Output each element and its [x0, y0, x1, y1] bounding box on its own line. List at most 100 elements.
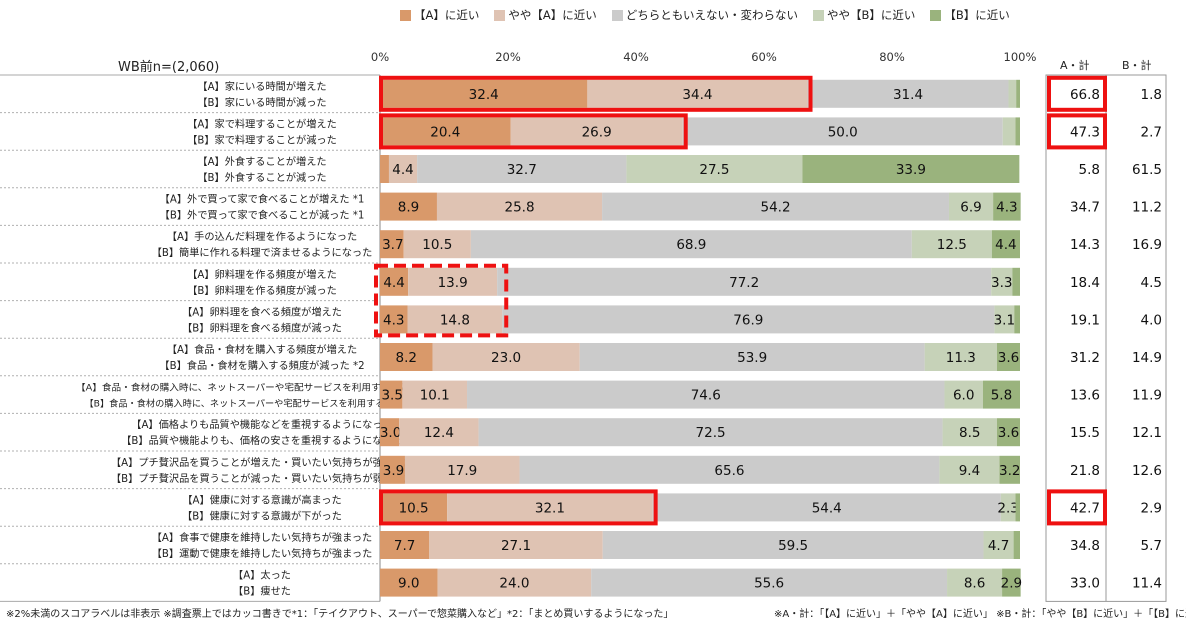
bar-segment — [1002, 117, 1016, 146]
row-label-b: 【B】痩せた — [233, 585, 291, 598]
bar-segment — [982, 380, 1020, 409]
bar-segment — [602, 531, 984, 559]
row-label-b: 【B】家で料理することが減った — [187, 133, 337, 146]
b-total-value: 11.9 — [1132, 388, 1162, 404]
row-label-a: 【A】卵料理を食べる頻度が増えた — [182, 305, 342, 318]
a-total-value: 15.5 — [1070, 425, 1100, 441]
highlight-total-box — [1047, 489, 1107, 526]
bar-segment — [437, 568, 592, 597]
row-label-b: 【B】品質や機能よりも、価格の安さを重視するようになった — [121, 434, 403, 447]
data-label: 4.4 — [995, 237, 1016, 253]
highlight-box — [379, 489, 658, 526]
row-label-b: 【B】プチ贅沢品を買うことが減った・買いたい気持ちが弱まった — [111, 472, 413, 485]
data-label: 26.9 — [582, 124, 612, 140]
data-label: 3.1 — [994, 312, 1015, 328]
data-label: 3.3 — [991, 275, 1012, 291]
highlight-total-box — [1047, 75, 1107, 112]
bar-segment — [942, 418, 997, 447]
row-label-a: 【A】家にいる時間が増えた — [197, 80, 326, 93]
bar-segment — [519, 455, 940, 484]
a-total-value: 66.8 — [1070, 87, 1100, 103]
row-label-a: 【A】外食することが増えた — [197, 155, 326, 168]
b-total-value: 11.2 — [1132, 200, 1162, 216]
b-total-value: 11.4 — [1132, 576, 1162, 592]
bar-segment — [682, 117, 1003, 146]
data-label: 59.5 — [778, 538, 808, 554]
bar-segment — [380, 531, 430, 559]
data-label: 11.3 — [946, 350, 976, 366]
data-label: 3.6 — [998, 350, 1019, 366]
row-label-b: 【B】食品・食材を購入する頻度が減った *2 — [159, 359, 364, 372]
row-label-a: 【A】外で買って家で食べることが増えた *1 — [160, 193, 365, 206]
bar-segment — [380, 267, 409, 296]
bar-segment — [994, 305, 1015, 334]
legend-swatch — [930, 9, 942, 21]
bar-segment — [380, 455, 405, 484]
bar-segment — [380, 418, 400, 447]
data-label: 3.7 — [382, 237, 403, 253]
footnote-right: ※A・計：「【A】に近い」＋「やや【A】に近い」 ※B・計：「やや【B】に近い」… — [774, 609, 1186, 620]
row-label-a: 【A】食事で健康を維持したい気持ちが強まった — [152, 531, 373, 544]
highlight-dashed-box — [374, 263, 509, 338]
data-label: 7.7 — [394, 538, 415, 554]
data-label: 20.4 — [430, 124, 460, 140]
a-total-value: 13.6 — [1070, 388, 1100, 404]
b-total-value: 4.0 — [1141, 312, 1162, 328]
legend-label: 【B】に近い — [944, 8, 1010, 22]
data-label: 3.9 — [383, 463, 404, 479]
data-label: 33.9 — [896, 162, 926, 178]
data-label: 23.0 — [491, 350, 521, 366]
b-total-value: 4.5 — [1141, 275, 1162, 291]
a-total-value: 18.4 — [1070, 275, 1100, 291]
data-label: 2.3 — [997, 500, 1018, 516]
data-label: 3.2 — [999, 463, 1020, 479]
bar-segment — [380, 230, 404, 259]
b-total-value: 16.9 — [1132, 237, 1162, 253]
row-label-a: 【A】食品・食材の購入時に、ネットスーパーや宅配サービスを利用することが増えた — [76, 382, 448, 394]
bar-segment — [983, 531, 1014, 559]
bar-segment — [436, 192, 603, 221]
a-total-value: 33.0 — [1070, 576, 1100, 592]
row-label-b: 【B】外で買って家で食べることが減った *1 — [160, 209, 365, 222]
bar-segment — [380, 305, 408, 334]
row-label-b: 【B】家にいる時間が減った — [197, 96, 326, 109]
data-label: 76.9 — [733, 312, 763, 328]
bar-segment — [380, 380, 403, 409]
highlight-box — [379, 113, 688, 150]
b-total-value: 14.9 — [1132, 350, 1162, 366]
bar-segment — [939, 455, 1000, 484]
data-label: 12.4 — [424, 425, 454, 441]
bar-segment — [403, 230, 471, 259]
bar-segment — [502, 305, 995, 334]
data-label: 12.5 — [937, 237, 967, 253]
data-label: 9.4 — [959, 463, 980, 479]
data-label: 24.0 — [499, 576, 529, 592]
a-total-value: 31.2 — [1070, 350, 1100, 366]
row-label-b: 【B】健康に対する意識が下がった — [182, 509, 342, 522]
data-label: 4.4 — [392, 162, 413, 178]
data-label: 3.5 — [381, 388, 402, 404]
data-label: 5.8 — [991, 388, 1012, 404]
x-tick-label: 0% — [371, 50, 389, 64]
bar-segment — [924, 343, 997, 371]
bar-segment — [478, 418, 943, 447]
b-total-value: 12.1 — [1132, 425, 1162, 441]
data-label: 13.9 — [438, 275, 468, 291]
bar-segment — [587, 79, 808, 108]
data-label: 6.9 — [960, 200, 981, 216]
bar-segment — [399, 418, 479, 447]
legend-label: 【A】に近い — [414, 8, 480, 22]
bar-segment — [429, 531, 603, 559]
x-tick-label: 100% — [1004, 50, 1037, 64]
bar-segment — [1013, 531, 1020, 559]
legend-swatch — [494, 9, 506, 21]
data-label: 68.9 — [676, 237, 706, 253]
bar-segment — [388, 155, 418, 183]
data-label: 4.4 — [383, 275, 404, 291]
data-label: 4.3 — [996, 200, 1017, 216]
bar-segment — [944, 380, 983, 409]
data-label: 27.1 — [501, 538, 531, 554]
highlight-total-box — [1047, 113, 1107, 150]
a-total-header: A・計 — [1060, 59, 1090, 72]
legend-swatch — [813, 9, 825, 21]
